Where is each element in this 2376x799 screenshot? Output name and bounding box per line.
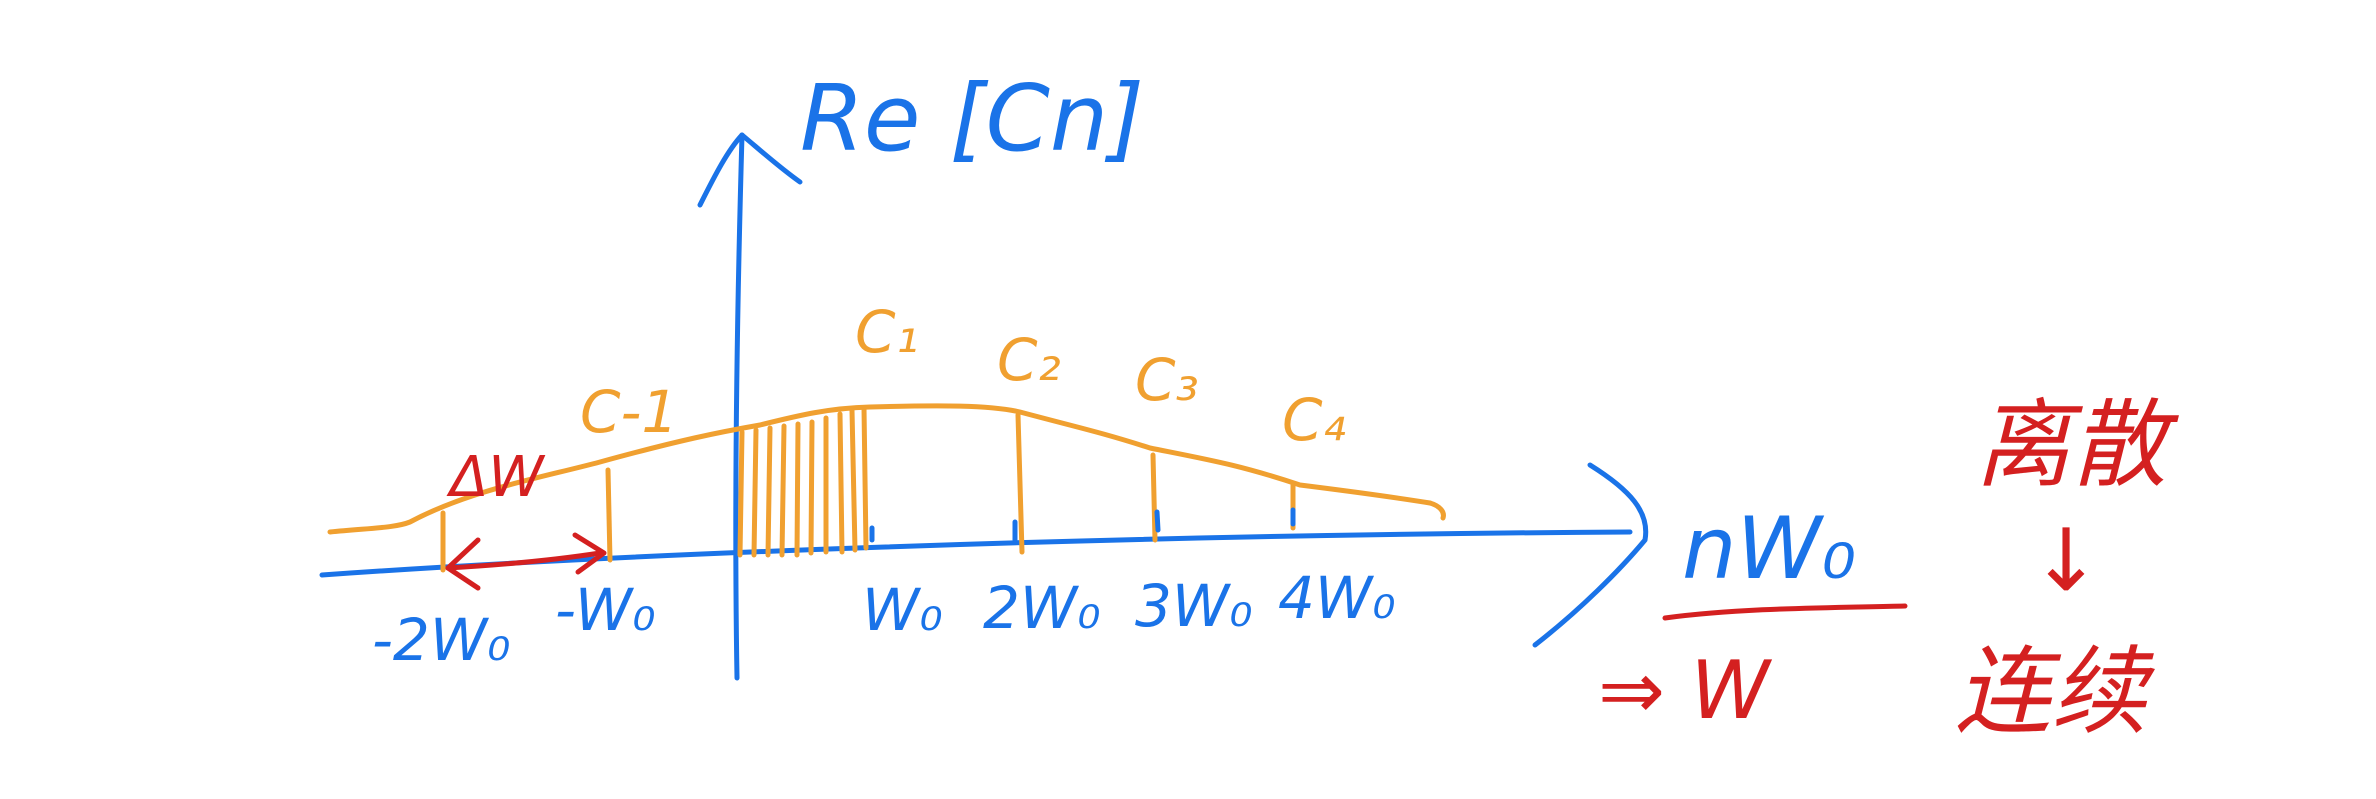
implies-w-label: ⇒ W — [1598, 644, 1772, 737]
x-axis-label: nW₀ — [1682, 499, 1856, 599]
stem-neg1 — [605, 467, 613, 563]
x-label-underline — [1662, 603, 1908, 621]
tick-label-neg2: -2W₀ — [372, 606, 510, 674]
delta-w-arrow — [445, 532, 607, 591]
double-arrow-left-head — [445, 537, 481, 591]
labels: Re [Cn] nW₀ -2W₀ -W₀ W₀ 2W₀ 3W₀ 4W₀ C-1 … — [372, 65, 2179, 748]
tick-label-pos2: 2W₀ — [983, 574, 1101, 642]
double-arrow-shaft — [445, 550, 603, 571]
coef-label-c2: C₂ — [997, 326, 1061, 394]
dense-stem — [808, 419, 815, 556]
y-axis-label: Re [Cn] — [800, 65, 1144, 172]
stem-pos3 — [1150, 452, 1158, 543]
axis-ticks — [869, 507, 1296, 543]
coef-label-c1: C₁ — [855, 298, 919, 366]
tick-label-pos1: W₀ — [862, 576, 943, 644]
delta-w-label: ΔW — [446, 445, 546, 510]
dense-stem — [751, 427, 759, 558]
coef-label-c3: C₃ — [1135, 346, 1199, 414]
down-arrow-label: ↓ — [2030, 511, 2102, 611]
dense-stem — [737, 429, 745, 558]
dense-stem — [837, 411, 845, 555]
dense-stem — [849, 407, 858, 553]
stem-pos2 — [1015, 412, 1025, 555]
coef-label-c4: C₄ — [1282, 386, 1346, 454]
dense-stem — [861, 405, 869, 551]
tick-label-neg1: -W₀ — [555, 576, 656, 644]
tick-pos3 — [1154, 509, 1161, 533]
envelope-curve — [327, 403, 1433, 535]
envelope-curve-tail — [1427, 500, 1446, 521]
dense-stem — [794, 421, 801, 558]
dense-stem — [779, 423, 787, 558]
coef-label-cm1: C-1 — [580, 378, 678, 446]
continuous-label: 连续 — [1955, 636, 2155, 748]
y-axis-arrowhead — [697, 132, 803, 208]
x-axis-line — [319, 529, 1633, 578]
x-axis-arrowhead — [1532, 462, 1649, 648]
tick-label-pos4: 4W₀ — [1278, 564, 1396, 632]
dense-stem — [765, 425, 773, 558]
double-arrow-right-head — [572, 532, 607, 575]
discrete-label: 离散 — [1975, 389, 2179, 501]
y-axis-line — [733, 132, 745, 681]
envelope-curve-group — [327, 403, 1446, 573]
tick-label-pos3: 3W₀ — [1135, 572, 1253, 640]
